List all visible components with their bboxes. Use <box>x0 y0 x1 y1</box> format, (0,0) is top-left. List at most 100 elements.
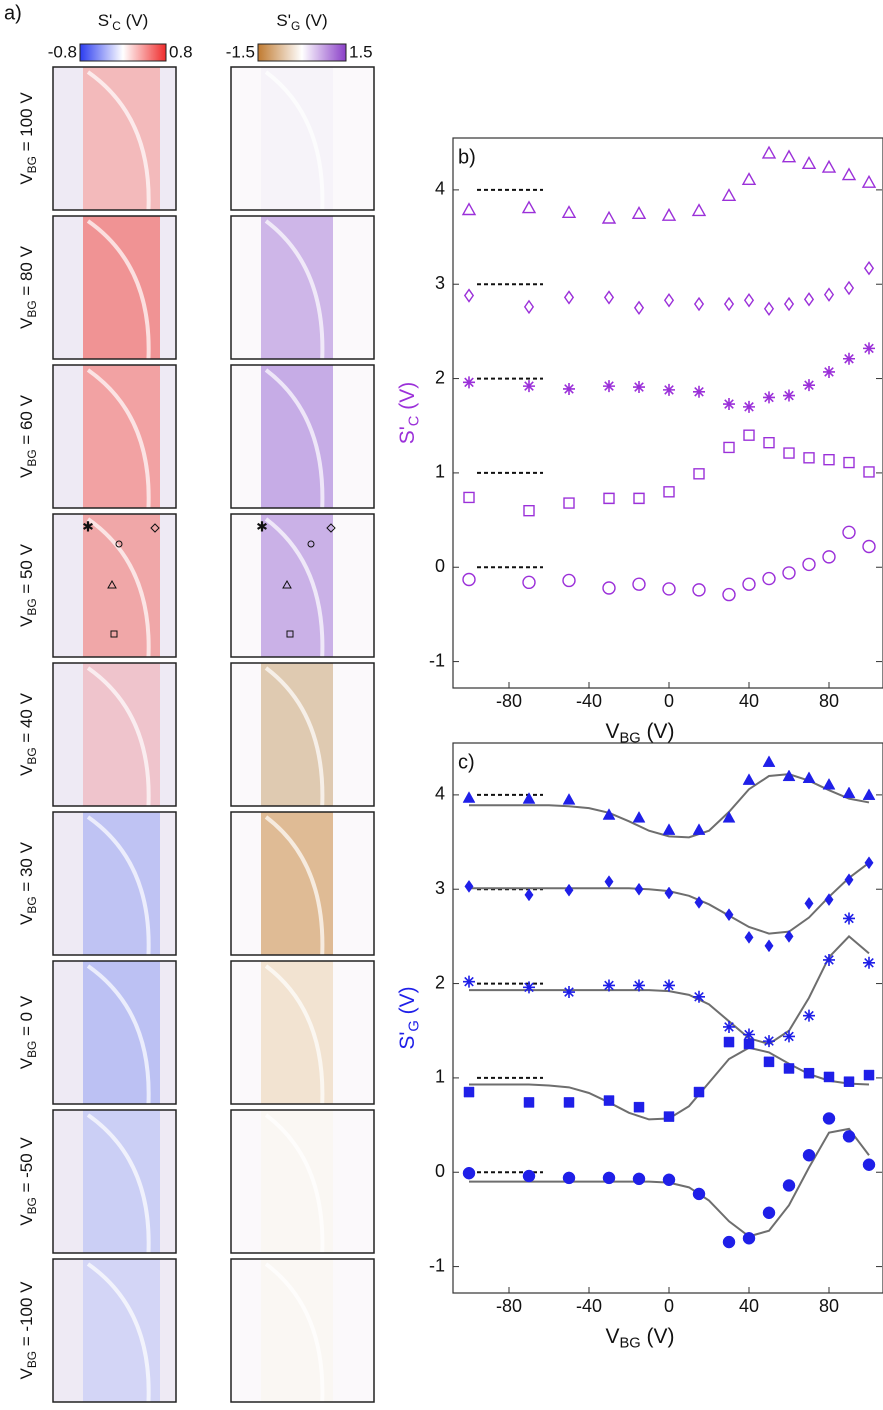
marker <box>762 755 776 767</box>
marker <box>561 205 577 219</box>
map-frame <box>52 66 177 211</box>
marker <box>802 771 816 783</box>
y-axis-label-main: S' <box>396 426 419 444</box>
row-label: VBG = 60 V <box>17 394 39 478</box>
marker <box>633 381 645 394</box>
map-frame <box>230 66 375 211</box>
row-label-main: V <box>17 615 36 627</box>
colorbar <box>79 43 167 62</box>
x-tick-label: -80 <box>496 1296 522 1316</box>
map-marker <box>307 540 315 548</box>
marker <box>722 1235 736 1249</box>
marker <box>821 159 837 173</box>
row-label-sub: BG <box>25 598 39 615</box>
marker <box>602 1171 616 1185</box>
marker <box>563 382 575 395</box>
marker <box>862 539 876 554</box>
x-axis-label: VBG (V) <box>605 720 674 747</box>
map-feature <box>264 1113 325 1254</box>
map-frame <box>52 1258 177 1403</box>
row-label-rest: = 60 V <box>17 394 36 449</box>
x-axis-label: VBG (V) <box>605 1325 674 1352</box>
marker <box>723 1036 735 1048</box>
row-label-rest: = 0 V <box>17 995 36 1041</box>
marker <box>692 823 706 835</box>
marker <box>744 930 754 944</box>
map-feature <box>264 666 325 807</box>
marker <box>743 1038 755 1050</box>
marker <box>463 288 475 303</box>
map-marker <box>150 523 160 533</box>
marker <box>601 210 617 224</box>
marker <box>691 203 707 217</box>
map-frame <box>52 960 177 1105</box>
map-frame <box>230 215 375 360</box>
marker <box>863 342 875 355</box>
map-marker <box>115 540 123 548</box>
marker <box>692 583 706 597</box>
map-feature <box>86 219 151 360</box>
marker <box>462 791 476 803</box>
row-label: VBG = 40 V <box>17 692 39 776</box>
row-label-main: V <box>17 466 36 478</box>
marker <box>803 379 815 392</box>
row-label-sub: BG <box>25 300 39 317</box>
row-label-main: V <box>17 1214 36 1226</box>
marker <box>844 873 854 887</box>
marker <box>693 296 705 312</box>
x-axis-label-main: V <box>605 720 619 743</box>
colorbar-title-sub: C <box>112 19 121 33</box>
colorbar-tick-label: 1.5 <box>349 42 373 61</box>
marker <box>823 287 835 302</box>
marker <box>523 380 535 393</box>
x-tick-label: 40 <box>739 691 759 711</box>
fit-line <box>469 1046 870 1121</box>
marker <box>632 1172 646 1186</box>
y-tick-label: 1 <box>435 1067 445 1087</box>
marker <box>762 571 776 586</box>
marker <box>801 156 817 169</box>
marker <box>822 550 836 564</box>
colorbar-title-sub: G <box>291 19 300 33</box>
marker <box>694 895 704 909</box>
map-feature <box>264 517 325 658</box>
map-marker <box>286 630 294 638</box>
colorbar-title: S'C (V) <box>98 11 149 33</box>
marker <box>521 200 537 214</box>
map-marker <box>110 630 118 638</box>
marker <box>842 525 856 540</box>
marker <box>724 908 734 922</box>
map-feature <box>86 517 151 658</box>
x-tick-label: -40 <box>576 691 602 711</box>
row-label-sub: BG <box>25 1197 39 1214</box>
x-tick-label: -40 <box>576 1296 602 1316</box>
marker <box>783 389 795 402</box>
marker <box>693 385 705 398</box>
marker <box>633 492 645 505</box>
marker <box>824 893 834 907</box>
y-tick-label: 1 <box>435 462 445 482</box>
marker <box>523 299 535 315</box>
marker <box>662 823 676 835</box>
marker <box>633 979 645 992</box>
marker <box>664 886 674 900</box>
marker <box>603 290 615 305</box>
row-label-rest: = 100 V <box>17 92 36 156</box>
map-frame <box>230 364 375 509</box>
marker <box>723 296 735 312</box>
row-label-sub: BG <box>25 1351 39 1368</box>
marker <box>603 492 615 505</box>
map-frame <box>230 513 375 658</box>
y-tick-label: 3 <box>435 273 445 293</box>
row-label-rest: = 50 V <box>17 543 36 598</box>
x-tick-label: 40 <box>739 1296 759 1316</box>
x-axis-label-rest: (V) <box>641 1325 675 1348</box>
map-frame <box>52 1109 177 1254</box>
row-label: VBG = 80 V <box>17 245 39 329</box>
marker <box>863 1069 875 1081</box>
map-feature <box>86 815 151 956</box>
panel-label: c) <box>458 751 475 773</box>
marker <box>863 260 875 276</box>
row-label: VBG = -50 V <box>17 1137 39 1226</box>
